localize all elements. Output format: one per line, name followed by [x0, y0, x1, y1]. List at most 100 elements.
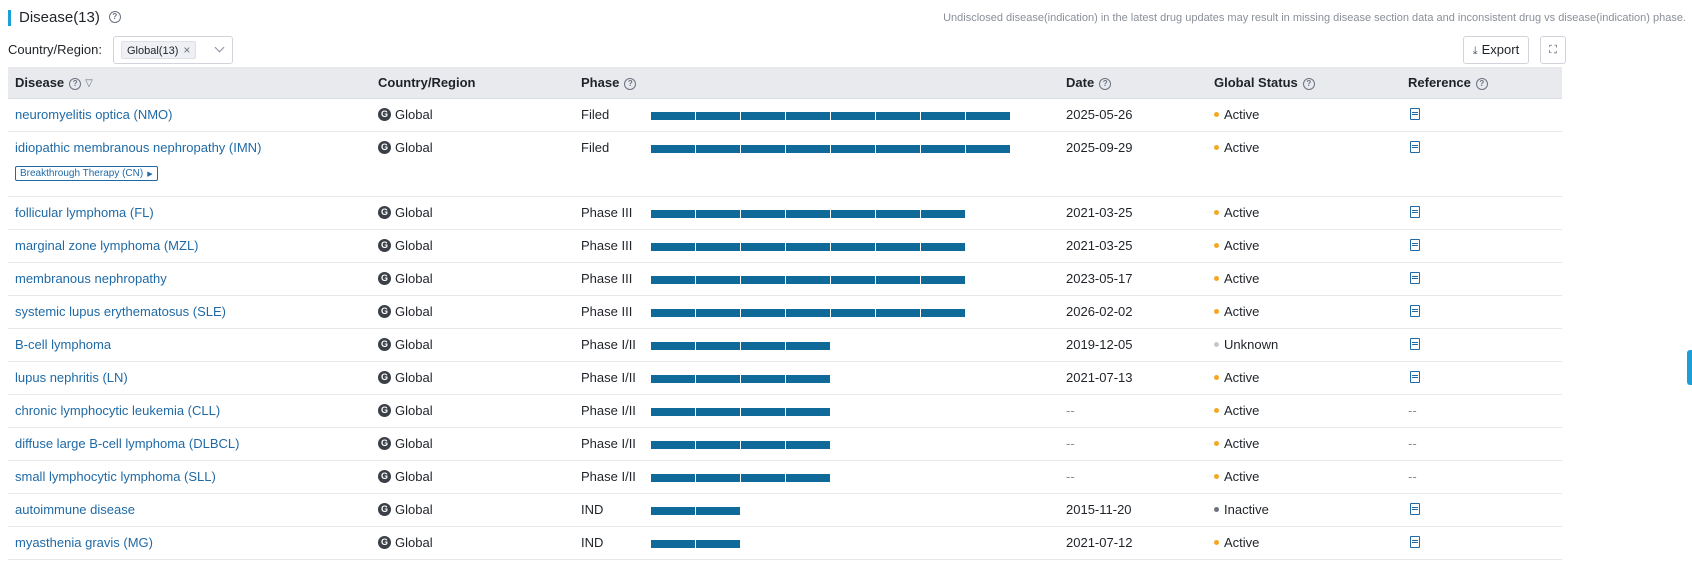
status-dot — [1214, 243, 1219, 249]
document-icon[interactable] — [1410, 305, 1420, 317]
phase-bar-segment — [651, 112, 695, 120]
column-header-disease-label: Disease — [15, 75, 65, 90]
column-header-phase: Phase? — [574, 67, 1059, 99]
breakthrough-therapy-badge[interactable]: Breakthrough Therapy (CN) ▶ — [15, 166, 158, 181]
country-cell: G Global — [371, 394, 574, 428]
phase-bar-segment — [786, 342, 830, 350]
disease-link[interactable]: membranous nephropathy — [15, 271, 167, 286]
disease-link[interactable]: idiopathic membranous nephropathy (IMN) — [15, 140, 262, 155]
phase-bar-segment — [696, 507, 740, 515]
filter-icon[interactable]: ▽ — [85, 78, 93, 90]
status-dot — [1214, 375, 1219, 381]
phase-bar-segment — [651, 276, 695, 284]
phase-label: Phase III — [581, 238, 633, 253]
reference-cell — [1401, 196, 1562, 230]
disease-link[interactable]: myasthenia gravis (MG) — [15, 535, 153, 550]
date-value: -- — [1066, 436, 1075, 451]
disease-link[interactable]: marginal zone lymphoma (MZL) — [15, 238, 199, 253]
disease-link[interactable]: lupus nephritis (LN) — [15, 370, 128, 385]
phase-bar-segment — [651, 441, 695, 449]
phase-bar-segment — [876, 309, 920, 317]
phase-bar-segment — [876, 112, 920, 120]
disease-link[interactable]: chronic lymphocytic leukemia (CLL) — [15, 403, 221, 418]
phase-label: Phase I/II — [581, 337, 636, 352]
help-icon[interactable]: ? — [69, 77, 82, 90]
phase-bar-segment — [786, 474, 830, 482]
country-region-select[interactable]: Global(13) × — [113, 36, 233, 64]
reference-cell — [1401, 262, 1562, 296]
close-icon[interactable]: × — [183, 43, 191, 57]
country-cell: G Global — [371, 361, 574, 395]
disease-cell: marginal zone lymphoma (MZL) — [8, 229, 371, 263]
date-cell: 2019-12-05 — [1059, 328, 1207, 362]
help-icon[interactable]: ? — [1099, 77, 1112, 90]
phase-bar-segment — [696, 243, 740, 251]
document-icon[interactable] — [1410, 206, 1420, 218]
document-icon[interactable] — [1410, 338, 1420, 350]
disease-link[interactable]: diffuse large B-cell lymphoma (DLBCL) — [15, 436, 240, 451]
fullscreen-icon: ⛶ — [1549, 44, 1557, 56]
document-icon[interactable] — [1410, 239, 1420, 251]
disease-cell: membranous nephropathy — [8, 262, 371, 296]
section-title: Disease(13)? — [19, 9, 121, 26]
phase-progress-bar — [651, 540, 741, 548]
document-icon[interactable] — [1410, 141, 1420, 153]
document-icon[interactable] — [1410, 272, 1420, 284]
column-header-country: Country/Region — [371, 67, 574, 99]
phase-label: Phase I/II — [581, 469, 636, 484]
export-button-label: Export — [1481, 42, 1520, 57]
export-button[interactable]: ⤓ Export — [1463, 36, 1529, 64]
disease-table: Disease? ▽ Country/Region Phase? Date? Gl… — [8, 67, 1562, 560]
phase-bar-segment — [921, 112, 965, 120]
phase-label: IND — [581, 502, 604, 517]
status-cell: Active — [1207, 98, 1401, 132]
country-label: Global — [395, 436, 433, 451]
document-icon[interactable] — [1410, 108, 1420, 120]
status-dot — [1214, 276, 1219, 282]
help-icon[interactable]: ? — [108, 11, 121, 24]
table-row: marginal zone lymphoma (MZL) G Global Pha… — [8, 229, 1562, 263]
phase-label: Phase I/II — [581, 370, 636, 385]
column-header-disease[interactable]: Disease? ▽ — [8, 67, 371, 99]
document-icon[interactable] — [1410, 536, 1420, 548]
reference-empty: -- — [1408, 403, 1417, 418]
country-filter-label: Country/Region: — [8, 42, 102, 57]
disease-link[interactable]: small lymphocytic lymphoma (SLL) — [15, 469, 216, 484]
help-icon[interactable]: ? — [1302, 77, 1315, 90]
phase-cell: Phase III — [574, 196, 1059, 230]
column-header-status-label: Global Status — [1214, 75, 1298, 90]
disease-link[interactable]: B-cell lymphoma — [15, 337, 112, 352]
date-cell: -- — [1059, 394, 1207, 428]
global-icon: G — [378, 404, 391, 418]
phase-cell: Phase I/II — [574, 427, 1059, 461]
phase-progress-bar — [651, 210, 966, 218]
phase-bar-segment — [786, 145, 830, 153]
chevron-down-icon[interactable] — [214, 42, 225, 53]
help-icon[interactable]: ? — [624, 77, 637, 90]
document-icon[interactable] — [1410, 371, 1420, 383]
date-cell: 2021-07-13 — [1059, 361, 1207, 395]
disease-link[interactable]: systemic lupus erythematosus (SLE) — [15, 304, 226, 319]
status-label: Active — [1224, 535, 1260, 550]
country-cell: G Global — [371, 229, 574, 263]
disease-link[interactable]: follicular lymphoma (FL) — [15, 205, 154, 220]
side-panel-handle[interactable] — [1687, 350, 1692, 385]
status-label: Active — [1224, 370, 1260, 385]
status-dot — [1214, 309, 1219, 315]
date-value: 2021-03-25 — [1066, 238, 1133, 253]
global-icon: G — [378, 272, 391, 286]
document-icon[interactable] — [1410, 503, 1420, 515]
table-header-row: Disease? ▽ Country/Region Phase? Date? Gl… — [8, 67, 1562, 99]
column-header-date: Date? — [1059, 67, 1207, 99]
status-cell: Active — [1207, 460, 1401, 494]
disease-cell: idiopathic membranous nephropathy (IMN) … — [8, 131, 371, 197]
phase-cell: IND — [574, 493, 1059, 527]
disease-link[interactable]: neuromyelitis optica (NMO) — [15, 107, 173, 122]
date-value: 2025-05-26 — [1066, 107, 1133, 122]
disease-link[interactable]: autoimmune disease — [15, 502, 135, 517]
phase-cell: Phase I/II — [574, 361, 1059, 395]
fullscreen-button[interactable]: ⛶ — [1540, 36, 1566, 64]
table-row: neuromyelitis optica (NMO) G Global Filed… — [8, 98, 1562, 132]
help-icon[interactable]: ? — [1475, 77, 1488, 90]
phase-progress-bar — [651, 507, 741, 515]
